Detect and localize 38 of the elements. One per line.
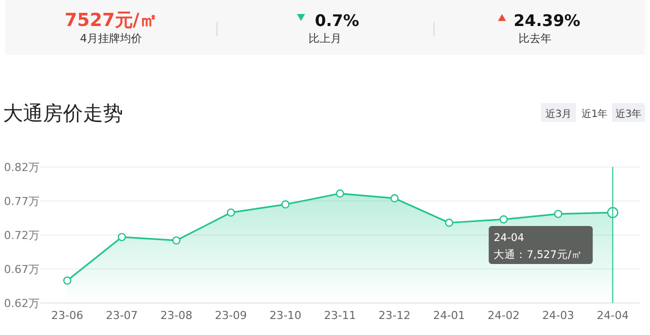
y-tick-label: 0.62万 [4, 297, 40, 310]
annotation: 24-04 [494, 232, 525, 244]
text: 24.39% [514, 11, 580, 30]
text: 近3年 [615, 108, 642, 120]
x-tick-label: 23-06 [51, 309, 84, 322]
x-tick-label: 23-08 [160, 309, 192, 322]
text: 比去年 [518, 32, 552, 45]
text: 比上月 [308, 32, 342, 45]
x-tick-label: 23-07 [106, 309, 138, 322]
text: 0.7% [314, 11, 360, 30]
x-tick-label: 24-04 [596, 309, 629, 322]
text: 近1年 [581, 108, 608, 120]
point [172, 236, 180, 245]
point [554, 210, 562, 218]
chart-title: 大通房价走势 [3, 101, 123, 125]
point [336, 189, 344, 198]
x-tick-label: 24-03 [542, 309, 574, 322]
y-tick-label: 0.82万 [4, 161, 40, 174]
point [281, 200, 290, 208]
annotation: 大通：7,527元/㎡ [494, 248, 582, 261]
text: 4月挂牌均价 [80, 32, 142, 45]
point [390, 194, 399, 202]
x-tick-label: 23-09 [214, 309, 247, 322]
text: 近3月 [545, 108, 572, 120]
x-tick-label: 23-11 [324, 309, 356, 322]
y-tick-label: 0.67万 [4, 263, 40, 276]
y-tick-label: 0.77万 [4, 195, 40, 208]
point [226, 208, 236, 217]
y-tick-label: 0.72万 [4, 229, 40, 242]
point [118, 232, 126, 242]
point [500, 215, 508, 224]
x-tick-label: 23-10 [269, 309, 302, 322]
x-tick-label: 24-02 [488, 309, 520, 322]
x-tick-label: 24-01 [433, 309, 466, 322]
point [63, 276, 72, 285]
point [444, 218, 454, 227]
x-tick-label: 23-12 [378, 309, 411, 322]
text: 7527元/㎡ [64, 10, 158, 31]
